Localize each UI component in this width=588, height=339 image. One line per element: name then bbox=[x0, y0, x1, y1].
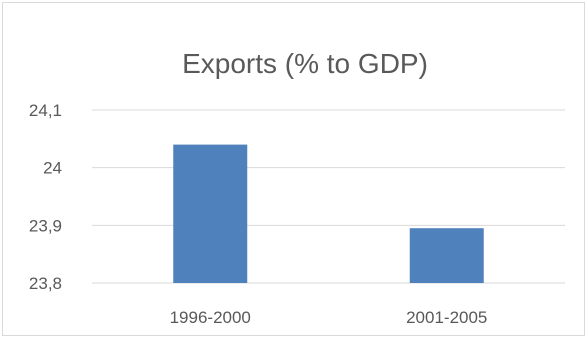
bar-2001-2005 bbox=[409, 228, 484, 283]
x-axis-category-label: 2001-2005 bbox=[406, 308, 487, 327]
y-axis-tick-label: 23,9 bbox=[29, 216, 62, 235]
chart-title: Exports (% to GDP) bbox=[182, 48, 428, 79]
y-axis-tick-label: 24,1 bbox=[29, 101, 62, 120]
y-axis-tick-label: 23,8 bbox=[29, 274, 62, 293]
x-axis-category-labels: 1996-2000 2001-2005 bbox=[170, 308, 488, 327]
bars bbox=[173, 144, 484, 283]
bar-1996-2000 bbox=[173, 144, 248, 283]
x-axis-category-label: 1996-2000 bbox=[170, 308, 251, 327]
y-axis-tick-label: 24 bbox=[43, 159, 62, 178]
gridlines bbox=[92, 109, 565, 284]
chart-frame bbox=[2, 2, 585, 336]
y-axis-tick-labels: 23,8 23,9 24 24,1 bbox=[29, 101, 62, 293]
